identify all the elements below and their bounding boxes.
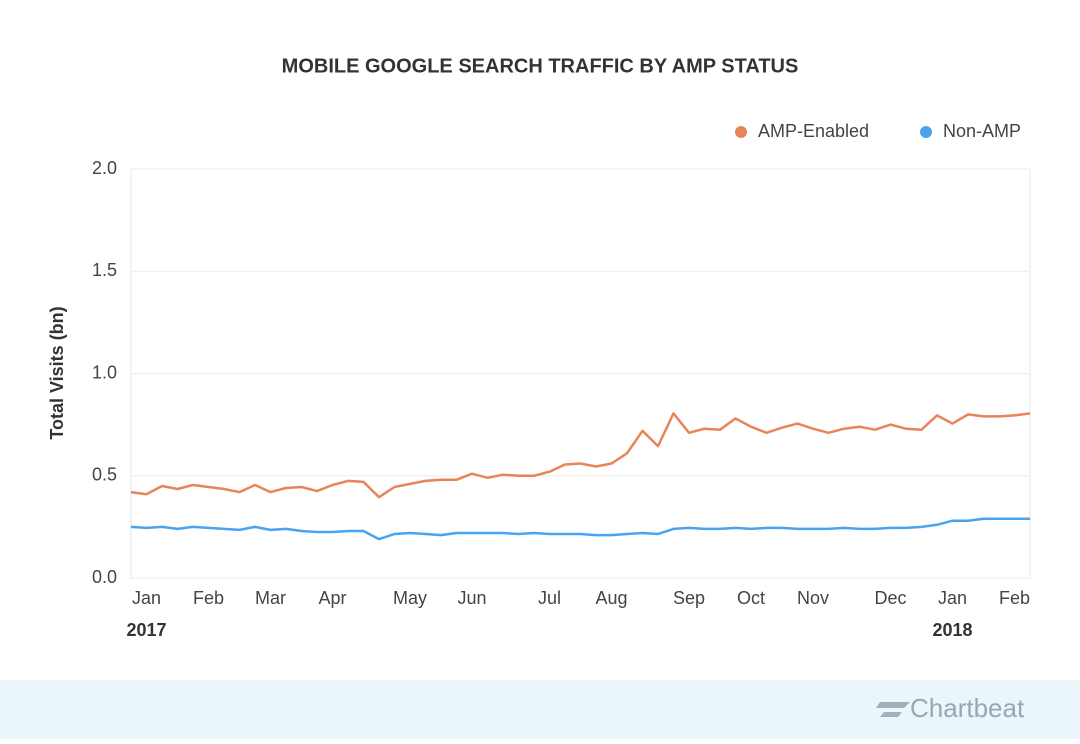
y-tick-label: 1.0 [92,362,117,382]
x-tick-label: Jun [457,588,486,608]
chart-title: MOBILE GOOGLE SEARCH TRAFFIC BY AMP STAT… [282,55,799,77]
x-tick-label: May [393,588,427,608]
y-tick-label: 0.5 [92,465,117,485]
x-tick-label: Oct [737,588,765,608]
brand-logo [876,702,910,717]
x-tick-label: Aug [595,588,627,608]
y-axis-label: Total Visits (bn) [47,306,67,439]
y-tick-label: 2.0 [92,158,117,178]
x-tick-label: Sep [673,588,705,608]
x-tick-label: Jul [538,588,561,608]
x-tick-label: Jan [938,588,967,608]
legend-label: AMP-Enabled [758,121,869,141]
x-tick-label: Feb [193,588,224,608]
series-line [130,517,1030,541]
y-tick-label: 0.0 [92,567,117,587]
year-label: 2017 [126,620,166,640]
legend-label: Non-AMP [943,121,1021,141]
x-tick-label: Apr [318,588,346,608]
x-tick-label: Mar [255,588,286,608]
legend-marker [920,126,932,138]
footer-band [0,680,1080,739]
year-label: 2018 [932,620,972,640]
x-tick-label: Dec [874,588,906,608]
brand: Chartbeat [910,693,1025,723]
x-tick-label: Nov [797,588,829,608]
y-tick-label: 1.5 [92,260,117,280]
legend-marker [735,126,747,138]
series-line [130,412,1031,499]
x-tick-label: Jan [132,588,161,608]
x-tick-label: Feb [999,588,1030,608]
